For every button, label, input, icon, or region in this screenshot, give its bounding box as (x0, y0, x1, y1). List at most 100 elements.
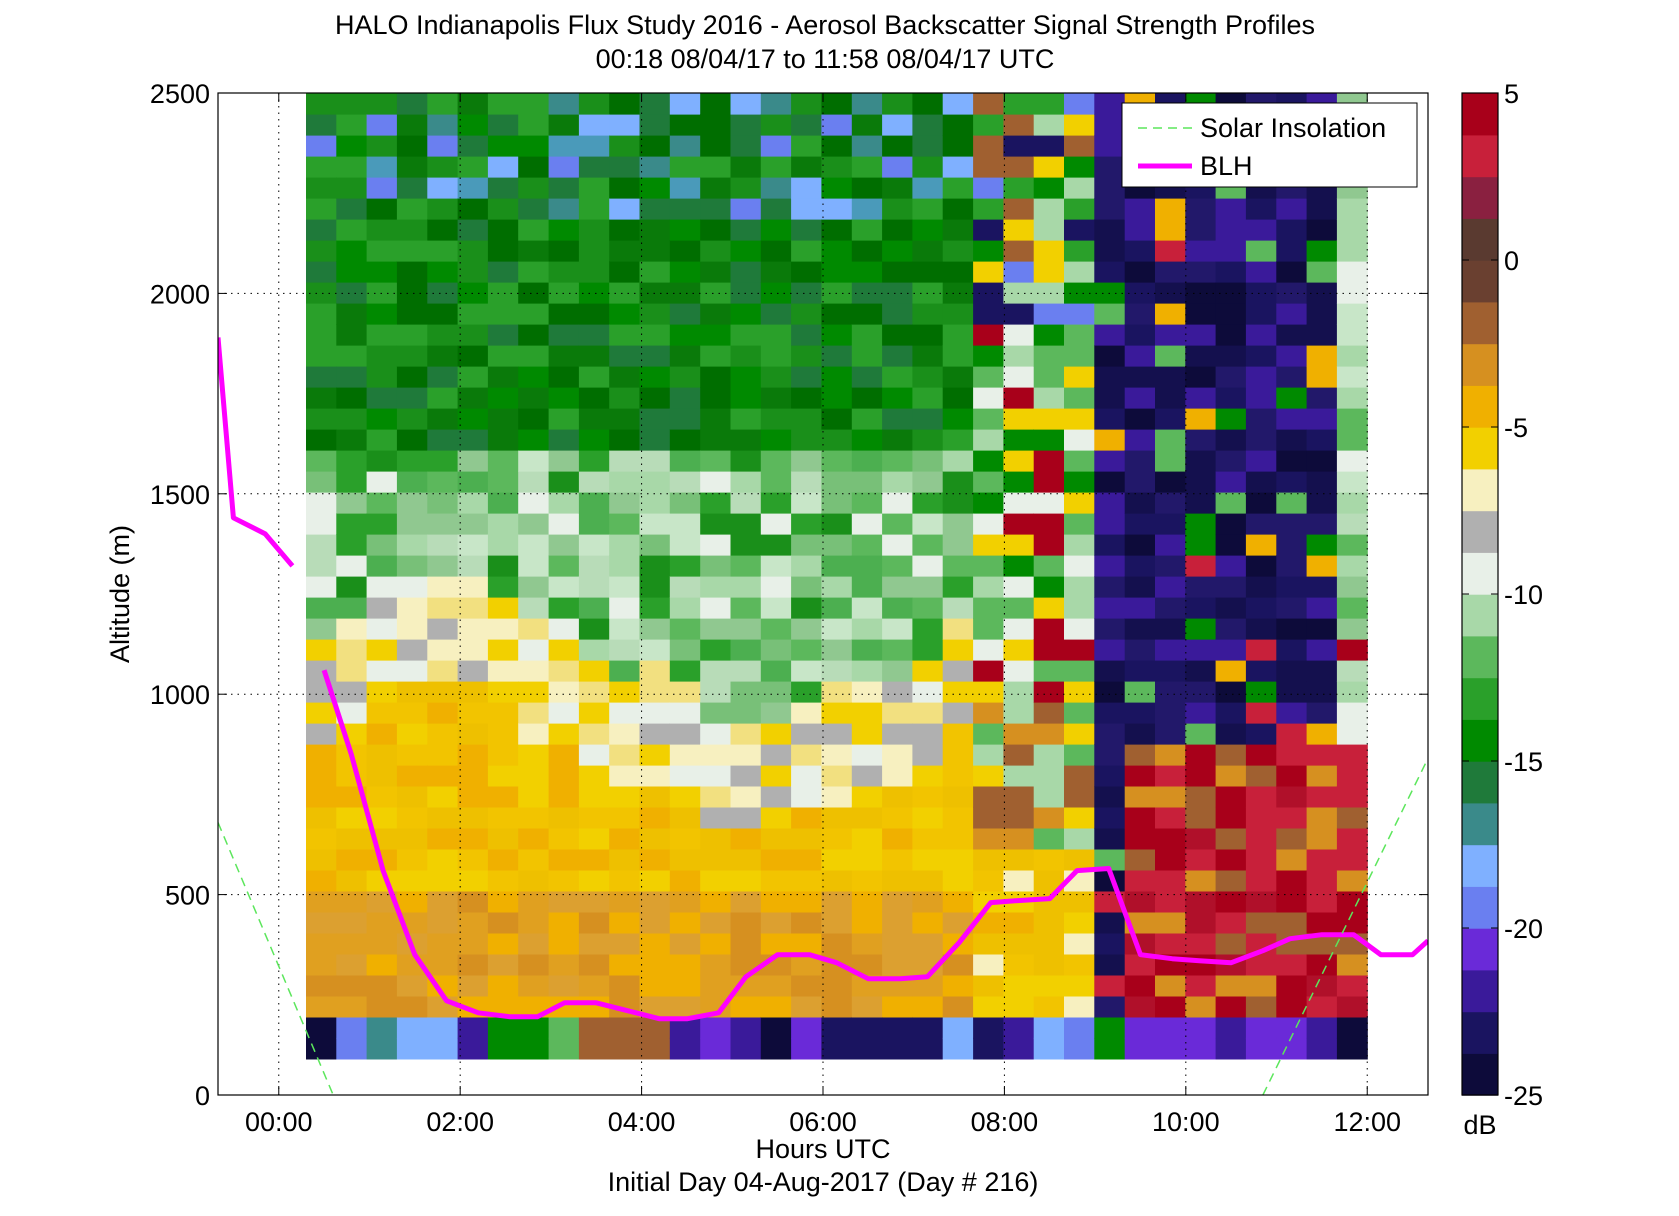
heatmap-cell (518, 681, 550, 703)
heatmap-cell (821, 639, 853, 661)
heatmap-cell (973, 114, 1004, 136)
heatmap-cell (1245, 555, 1277, 577)
heatmap-cell (366, 1016, 398, 1039)
heatmap-cell (1033, 953, 1065, 976)
heatmap-cell (1215, 387, 1247, 409)
heatmap-cell (487, 806, 519, 829)
heatmap-cell (912, 135, 944, 157)
heatmap-cell (306, 198, 337, 220)
heatmap-cell (1124, 869, 1156, 892)
heatmap-cell (700, 513, 732, 535)
heatmap-cell (1003, 618, 1035, 640)
heatmap-cell (973, 869, 1004, 892)
heatmap-cell (1003, 345, 1035, 367)
heatmap-cell (1336, 555, 1368, 577)
heatmap-cell (518, 450, 550, 472)
heatmap-cell (1185, 723, 1217, 745)
heatmap-cell (457, 303, 489, 325)
heatmap-cell (1185, 303, 1217, 325)
heatmap-cell (700, 702, 732, 724)
heatmap-cell (1094, 261, 1126, 283)
colorbar-band (1462, 343, 1498, 386)
heatmap-cell (730, 911, 762, 934)
heatmap-cell (912, 534, 944, 556)
heatmap-cell (639, 366, 671, 388)
heatmap-cell (1094, 974, 1126, 997)
heatmap-cell (366, 177, 398, 199)
heatmap-cell (518, 597, 550, 619)
heatmap-cell (1185, 429, 1217, 451)
heatmap-cell (851, 135, 883, 157)
heatmap-cell (396, 282, 428, 304)
heatmap-cell (609, 219, 641, 241)
heatmap-cell (1336, 702, 1368, 724)
heatmap-cell (1094, 408, 1126, 430)
heatmap-cell (609, 785, 641, 808)
colorbar-band (1462, 969, 1498, 1013)
heatmap-cell (760, 114, 792, 136)
heatmap-cell (487, 135, 519, 157)
heatmap-cell (1033, 785, 1065, 808)
heatmap-cell (457, 1037, 489, 1060)
heatmap-cell (548, 114, 580, 136)
heatmap-cell (1276, 744, 1308, 766)
heatmap-cell (851, 1037, 883, 1060)
heatmap-cell (882, 534, 913, 556)
heatmap-cell (1245, 911, 1277, 934)
heatmap-cell (700, 93, 732, 115)
heatmap-cell (427, 408, 459, 430)
heatmap-cell (457, 764, 489, 787)
heatmap-cell (700, 785, 732, 808)
heatmap-cell (427, 764, 459, 787)
heatmap-cell (548, 303, 580, 325)
heatmap-cell (1245, 324, 1277, 346)
heatmap-cell (306, 618, 337, 640)
heatmap-cell (548, 806, 580, 829)
heatmap-cell (942, 848, 974, 871)
heatmap-cell (882, 387, 913, 409)
heatmap-cell (1033, 995, 1065, 1018)
heatmap-cell (578, 848, 610, 871)
heatmap-cell (1094, 702, 1126, 724)
heatmap-cell (851, 1016, 883, 1039)
heatmap-cell (366, 471, 398, 493)
heatmap-cell (730, 93, 762, 115)
heatmap-cell (396, 869, 428, 892)
heatmap-cell (457, 135, 489, 157)
heatmap-cell (791, 723, 822, 745)
heatmap-cell (1064, 93, 1095, 115)
heatmap-cell (1094, 785, 1126, 808)
heatmap-cell (609, 177, 641, 199)
heatmap-cell (336, 471, 368, 493)
heatmap-cell (669, 681, 701, 703)
heatmap-cell (1306, 660, 1338, 682)
y-tick-label: 1500 (150, 480, 210, 510)
heatmap-cell (700, 177, 732, 199)
heatmap-cell (336, 93, 368, 115)
heatmap-cell (730, 282, 762, 304)
heatmap-cell (1094, 513, 1126, 535)
heatmap-cell (427, 869, 459, 892)
heatmap-cell (639, 345, 671, 367)
heatmap-cell (427, 827, 459, 850)
heatmap-cell (821, 702, 853, 724)
heatmap-cell (1276, 219, 1308, 241)
heatmap-cell (1306, 702, 1338, 724)
heatmap-cell (791, 576, 822, 598)
heatmap-cell (639, 324, 671, 346)
heatmap-cell (882, 806, 913, 829)
heatmap-cell (1064, 429, 1095, 451)
heatmap-cell (942, 660, 974, 682)
heatmap-cell (1276, 1016, 1308, 1039)
heatmap-cell (639, 387, 671, 409)
heatmap-cell (457, 660, 489, 682)
heatmap-cell (912, 660, 944, 682)
heatmap-cell (578, 681, 610, 703)
heatmap-cell (548, 744, 580, 766)
heatmap-cell (1033, 974, 1065, 997)
heatmap-cell (1306, 785, 1338, 808)
series-line-blh (218, 337, 295, 568)
heatmap-cell (882, 1016, 913, 1039)
